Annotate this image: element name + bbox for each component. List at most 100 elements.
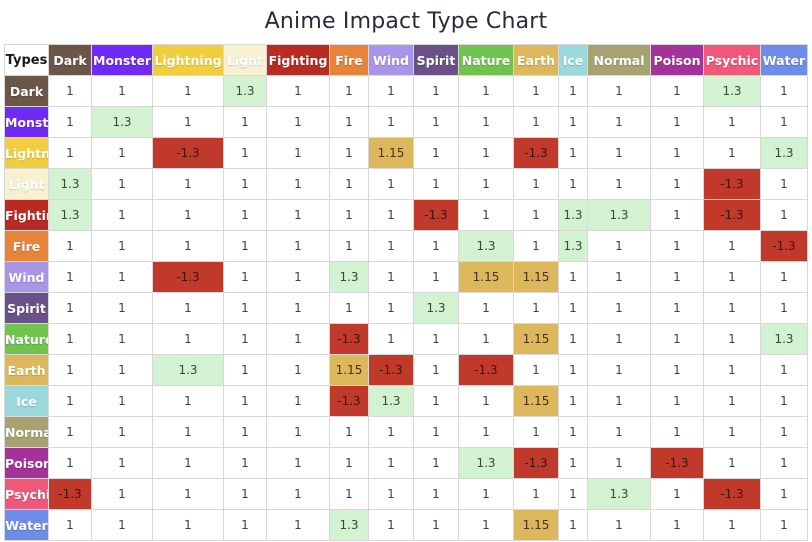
cell-ice-vs-nature: 1 [458,385,514,417]
cell-lightning-vs-wind: 1.15 [368,137,414,169]
cell-water-vs-ice: 1 [558,509,588,541]
cell-normal-vs-ice: 1 [558,416,588,448]
cell-water-vs-nature: 1 [458,509,514,541]
cell-fire-vs-fire: 1 [329,230,369,262]
cell-poison-vs-dark: 1 [48,447,92,479]
column-header-spirit: Spirit [413,44,459,76]
cell-psychic-vs-dark: -1.3 [48,478,92,510]
cell-monster-vs-lightning: 1 [152,106,224,138]
cell-fighting-vs-fighting: 1 [266,199,330,231]
cell-fighting-vs-dark: 1.3 [48,199,92,231]
cell-water-vs-normal: 1 [587,509,651,541]
cell-spirit-vs-lightning: 1 [152,292,224,324]
cell-normal-vs-light: 1 [223,416,267,448]
cell-earth-vs-water: 1 [760,354,808,386]
cell-psychic-vs-normal: 1.3 [587,478,651,510]
cell-fighting-vs-lightning: 1 [152,199,224,231]
cell-water-vs-fighting: 1 [266,509,330,541]
column-header-earth: Earth [513,44,559,76]
cell-lightning-vs-fire: 1 [329,137,369,169]
cell-fire-vs-fighting: 1 [266,230,330,262]
cell-ice-vs-lightning: 1 [152,385,224,417]
cell-dark-vs-monster: 1 [91,75,153,107]
cell-psychic-vs-spirit: 1 [413,478,459,510]
cell-earth-vs-earth: 1 [513,354,559,386]
cell-normal-vs-poison: 1 [650,416,704,448]
cell-wind-vs-psychic: 1 [703,261,761,293]
cell-wind-vs-monster: 1 [91,261,153,293]
cell-spirit-vs-nature: 1 [458,292,514,324]
cell-psychic-vs-ice: 1 [558,478,588,510]
cell-lightning-vs-psychic: 1 [703,137,761,169]
cell-water-vs-dark: 1 [48,509,92,541]
cell-psychic-vs-fire: 1 [329,478,369,510]
cell-water-vs-light: 1 [223,509,267,541]
table-row: Wind 1 1 -1.3 1 1 1.3 1 1 1.15 1.15 1 1 1 1 1 [4,261,808,293]
cell-ice-vs-earth: 1.15 [513,385,559,417]
cell-nature-vs-fighting: 1 [266,323,330,355]
cell-fighting-vs-light: 1 [223,199,267,231]
cell-normal-vs-normal: 1 [587,416,651,448]
cell-light-vs-fire: 1 [329,168,369,200]
cell-ice-vs-normal: 1 [587,385,651,417]
cell-monster-vs-normal: 1 [587,106,651,138]
cell-earth-vs-normal: 1 [587,354,651,386]
cell-light-vs-psychic: -1.3 [703,168,761,200]
table-row: Normal111111111111111 [4,416,808,448]
cell-normal-vs-dark: 1 [48,416,92,448]
cell-wind-vs-ice: 1 [558,261,588,293]
cell-fire-vs-light: 1 [223,230,267,262]
table-row: Dark 1 1 1 1.3 1 1 1 1 1 1 1 1 1 1.3 1 [4,75,808,107]
cell-wind-vs-earth: 1.15 [513,261,559,293]
cell-lightning-vs-nature: 1 [458,137,514,169]
cell-water-vs-monster: 1 [91,509,153,541]
cell-dark-vs-water: 1 [760,75,808,107]
table-row: Light 1.3 1 1 1 1 1 1 1 1 1 1 1 1 -1.3 1 [4,168,808,200]
cell-nature-vs-dark: 1 [48,323,92,355]
column-header-monster: Monster [91,44,153,76]
cell-nature-vs-normal: 1 [587,323,651,355]
cell-fire-vs-monster: 1 [91,230,153,262]
cell-ice-vs-dark: 1 [48,385,92,417]
cell-nature-vs-nature: 1 [458,323,514,355]
cell-monster-vs-light: 1 [223,106,267,138]
row-header-earth: Earth [4,354,49,386]
cell-fire-vs-dark: 1 [48,230,92,262]
cell-poison-vs-earth: -1.3 [513,447,559,479]
row-header-psychic: Psychic [4,478,49,510]
cell-dark-vs-poison: 1 [650,75,704,107]
cell-psychic-vs-monster: 1 [91,478,153,510]
cell-nature-vs-monster: 1 [91,323,153,355]
cell-normal-vs-lightning: 1 [152,416,224,448]
column-header-poison: Poison [650,44,704,76]
cell-spirit-vs-monster: 1 [91,292,153,324]
cell-dark-vs-dark: 1 [48,75,92,107]
cell-nature-vs-earth: 1.15 [513,323,559,355]
cell-earth-vs-ice: 1 [558,354,588,386]
cell-earth-vs-psychic: 1 [703,354,761,386]
cell-lightning-vs-water: 1.3 [760,137,808,169]
column-header-nature: Nature [458,44,514,76]
table-row: Fire 1 1 1 1 1 1 1 1 1.3 1 1.3 1 1 1 -1.3 [4,230,808,262]
column-header-lightning: Lightning [152,44,224,76]
cell-wind-vs-wind: 1 [368,261,414,293]
cell-fighting-vs-wind: 1 [368,199,414,231]
cell-wind-vs-poison: 1 [650,261,704,293]
cell-light-vs-monster: 1 [91,168,153,200]
cell-monster-vs-earth: 1 [513,106,559,138]
cell-psychic-vs-earth: 1 [513,478,559,510]
column-header-light: Light [223,44,267,76]
row-header-normal: Normal [4,416,49,448]
column-header-dark: Dark [48,44,92,76]
cell-normal-vs-wind: 1 [368,416,414,448]
cell-normal-vs-psychic: 1 [703,416,761,448]
table-row: Earth 1 1 1.3 1 1 1.15 -1.3 1 -1.3 1 1 1 1 1 1 [4,354,808,386]
cell-light-vs-wind: 1 [368,168,414,200]
cell-psychic-vs-lightning: 1 [152,478,224,510]
cell-poison-vs-monster: 1 [91,447,153,479]
cell-fighting-vs-fire: 1 [329,199,369,231]
cell-earth-vs-poison: 1 [650,354,704,386]
